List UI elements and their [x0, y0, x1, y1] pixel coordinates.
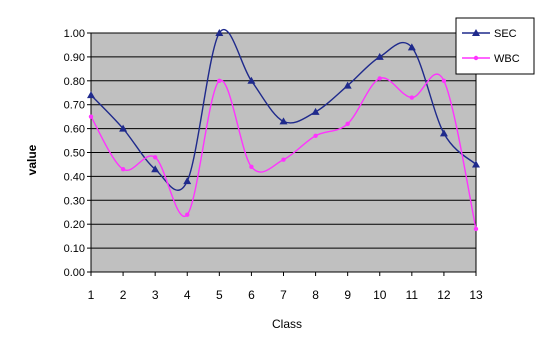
y-tick-label: 0.70 — [64, 100, 85, 112]
x-tick-label: 11 — [406, 288, 419, 302]
y-axis-label: value — [25, 144, 39, 175]
data-point-wbc — [313, 133, 318, 138]
x-tick-label: 4 — [184, 288, 191, 302]
x-tick-label: 7 — [280, 288, 287, 302]
data-point-sec — [439, 129, 448, 137]
y-tick-label: 0.90 — [64, 52, 85, 64]
legend-label-sec: SEC — [494, 28, 517, 40]
x-tick-label: 10 — [373, 288, 387, 302]
series-group — [87, 29, 480, 232]
data-point-sec — [407, 43, 416, 51]
y-tick-label: 1.00 — [64, 28, 85, 40]
data-point-sec — [87, 91, 95, 99]
y-tick-label: 0.40 — [64, 171, 85, 183]
plot-area-group — [90, 32, 477, 273]
x-tick-label: 9 — [344, 288, 351, 302]
data-point-wbc — [345, 121, 350, 127]
data-point-sec — [311, 107, 320, 115]
data-point-wbc — [217, 78, 222, 84]
data-point-sec — [151, 165, 160, 173]
data-point-wbc — [249, 164, 254, 170]
data-point-wbc — [185, 212, 190, 217]
x-tick-label: 3 — [152, 288, 159, 302]
x-tick-label: 12 — [437, 288, 451, 302]
y-tick-label: 0.20 — [64, 219, 85, 231]
data-point-wbc — [377, 76, 382, 81]
legend-marker-sec — [472, 29, 480, 36]
y-tick-label: 0.30 — [64, 195, 85, 207]
legend-marker-wbc — [473, 55, 479, 61]
y-tick-label: 0.80 — [64, 76, 85, 88]
data-point-wbc — [473, 226, 479, 232]
data-point-wbc — [120, 167, 126, 172]
legend-label-wbc: WBC — [494, 53, 520, 65]
x-tick-label: 2 — [120, 288, 127, 302]
x-tick-label: 13 — [469, 288, 483, 302]
x-tick-label: 5 — [216, 288, 223, 302]
legend: SEC WBC — [455, 17, 535, 75]
data-point-wbc — [441, 78, 447, 84]
data-point-wbc — [88, 114, 94, 119]
x-tick-label: 1 — [88, 288, 95, 302]
data-point-sec — [119, 124, 128, 132]
y-tick-label: 0.10 — [64, 243, 85, 255]
data-point-wbc — [152, 155, 158, 160]
data-point-wbc — [409, 95, 415, 100]
x-tick-label: 8 — [312, 288, 319, 302]
y-tick-label: 0.50 — [64, 148, 85, 160]
x-axis-label: Class — [272, 317, 302, 331]
data-point-sec — [279, 117, 288, 125]
data-point-sec — [375, 52, 384, 60]
series-line-wbc — [90, 73, 477, 230]
legend-box — [455, 17, 535, 75]
data-point-sec — [247, 76, 256, 84]
y-tick-label: 0.00 — [64, 267, 85, 279]
x-tick-label: 6 — [248, 288, 255, 302]
y-tick-label: 0.60 — [64, 124, 85, 136]
data-point-sec — [472, 160, 480, 168]
axes-group: 0.00 0.10 0.20 0.30 0.40 0.50 0.60 0.70 0.80 0.90… — [64, 28, 483, 302]
data-point-wbc — [281, 157, 286, 162]
data-point-sec — [183, 177, 192, 185]
data-point-sec — [215, 29, 224, 36]
data-point-sec — [343, 81, 352, 89]
